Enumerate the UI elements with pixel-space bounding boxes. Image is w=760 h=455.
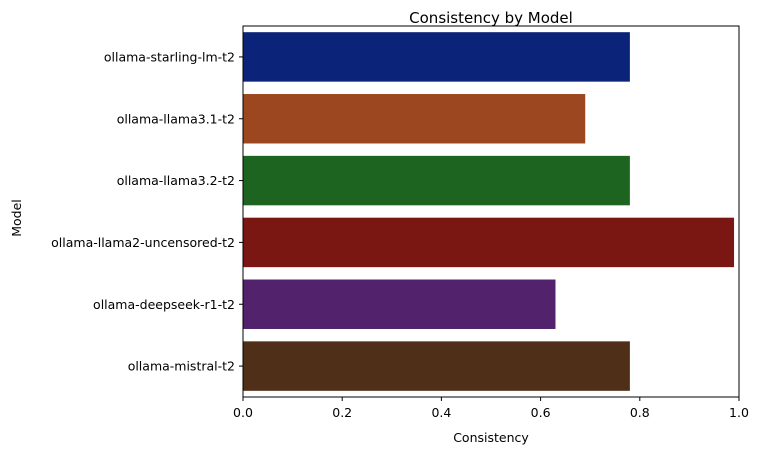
y-tick-label-4: ollama-deepseek-r1-t2 — [93, 297, 235, 312]
x-tick-label-0: 0.0 — [233, 405, 253, 420]
x-tick-label-3: 0.6 — [531, 405, 551, 420]
x-tick-label-2: 0.4 — [431, 405, 451, 420]
y-tick-label-5: ollama-mistral-t2 — [128, 359, 235, 374]
y-tick-label-2: ollama-llama3.2-t2 — [117, 173, 235, 188]
x-axis-title: Consistency — [453, 430, 529, 445]
bar-5 — [243, 341, 630, 391]
x-tick-label-5: 1.0 — [729, 405, 749, 420]
bars-group — [243, 32, 735, 391]
plot-frame — [242, 25, 740, 398]
y-tick-label-3: ollama-llama2-uncensored-t2 — [51, 235, 235, 250]
x-ticks-group: 0.0 0.2 0.4 0.6 0.8 1.0 — [233, 397, 749, 420]
y-axis-title: Model — [9, 199, 24, 237]
y-tick-label-1: ollama-llama3.1-t2 — [117, 111, 235, 126]
x-tick-label-1: 0.2 — [332, 405, 352, 420]
x-tick-label-4: 0.8 — [630, 405, 650, 420]
bar-2 — [243, 155, 630, 206]
bar-3 — [243, 217, 735, 268]
bar-1 — [243, 94, 586, 144]
bar-0 — [243, 32, 630, 82]
y-ticks-group: ollama-starling-lm-t2 ollama-llama3.1-t2 o… — [51, 49, 243, 374]
bar-4 — [243, 279, 556, 329]
y-tick-label-0: ollama-starling-lm-t2 — [104, 49, 235, 64]
chart-title: Consistency by Model — [409, 9, 573, 27]
